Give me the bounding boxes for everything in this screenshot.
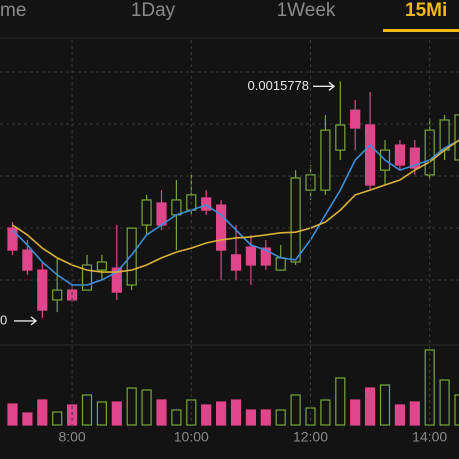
x-tick-label: 12:00 <box>293 429 328 445</box>
candle-body <box>96 261 108 271</box>
candle-body <box>275 257 286 271</box>
candle-body <box>216 204 227 251</box>
volume-bar <box>439 379 450 426</box>
volume-bar <box>96 401 108 426</box>
volume-bar <box>230 399 242 426</box>
candle-body <box>290 177 301 263</box>
volume-bar <box>37 399 48 426</box>
candle-body <box>409 147 420 169</box>
volume-bar <box>52 411 63 426</box>
low-label: 0 <box>0 312 7 327</box>
volume-bar <box>7 403 18 426</box>
candle-body <box>126 227 137 286</box>
candle-body <box>365 124 376 186</box>
tab[interactable]: 1Day <box>131 0 176 21</box>
volume-bar <box>245 409 256 426</box>
volume-bar <box>81 394 93 426</box>
volume-bar <box>111 401 122 426</box>
volume-bar <box>171 409 182 426</box>
plot: 8:00 10:00 12:00 14:00 0.0015778 0 <box>0 40 459 445</box>
volume-bar <box>201 404 212 426</box>
volume-bar <box>305 407 316 426</box>
candle-body <box>394 144 405 166</box>
volume-bar <box>22 412 33 426</box>
moving-average <box>12 139 459 273</box>
volume-bar <box>216 401 227 426</box>
candle-body <box>230 254 242 271</box>
candle-body <box>7 227 18 251</box>
tab-underline <box>383 29 459 32</box>
x-tick-label: 10:00 <box>174 429 209 445</box>
volume-bar <box>409 401 420 426</box>
tab[interactable]: 1Week <box>277 0 336 21</box>
x-tick-label: 14:00 <box>412 429 447 445</box>
volume-bar <box>275 409 286 426</box>
volume-bar <box>290 394 301 426</box>
tab-active[interactable]: 15Mi <box>405 0 447 21</box>
low-arrow <box>14 316 38 326</box>
volume-bar <box>454 394 459 426</box>
candle-body <box>81 264 93 291</box>
volume-bar <box>335 377 346 426</box>
candle-body <box>111 267 122 293</box>
high-label: 0.0015778 <box>248 78 309 93</box>
volume-bar <box>365 387 376 426</box>
candle-body <box>201 197 212 211</box>
candle-body <box>22 249 33 271</box>
candle-body <box>454 114 459 161</box>
volume-bar <box>156 399 167 426</box>
volume-bar <box>320 399 331 426</box>
candle-body <box>245 246 256 266</box>
candle-body <box>37 269 48 311</box>
candle-body <box>320 129 331 191</box>
candle-body <box>141 199 152 226</box>
x-tick-label: 8:00 <box>58 429 85 445</box>
tab[interactable]: me <box>0 0 26 21</box>
candle-body <box>171 199 182 216</box>
high-arrow <box>313 81 336 91</box>
volume-bar <box>141 389 152 426</box>
candle-body <box>52 289 63 301</box>
volume-bar <box>394 404 405 426</box>
volume-bar <box>260 409 271 426</box>
candle-body <box>156 202 167 226</box>
volume-bar <box>350 399 361 426</box>
candle-body <box>335 124 346 151</box>
volume-bar <box>379 384 391 426</box>
volume-bar <box>126 387 137 426</box>
moving-average <box>11 139 459 286</box>
candle-body <box>260 247 271 266</box>
candle-body <box>350 109 361 129</box>
candle-body <box>305 174 316 191</box>
